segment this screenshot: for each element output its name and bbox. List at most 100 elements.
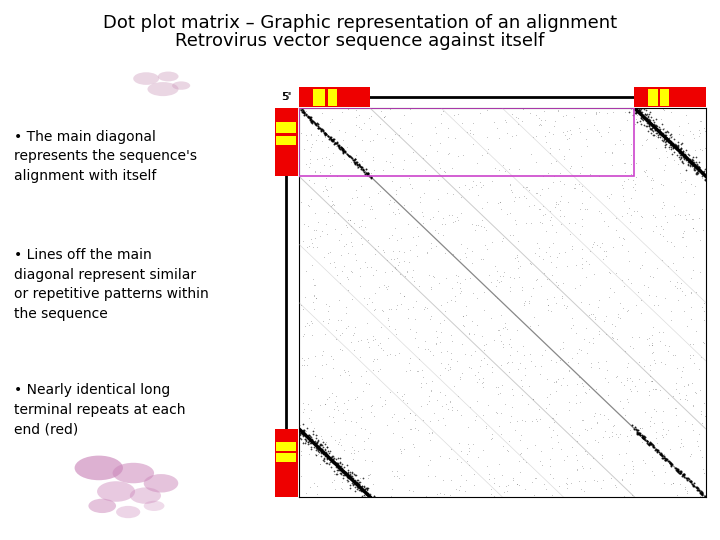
Point <box>335 483 346 492</box>
Point <box>449 297 461 306</box>
Point <box>664 459 675 468</box>
Point <box>356 487 367 495</box>
Point <box>323 460 335 468</box>
Point <box>662 153 673 161</box>
Point <box>319 129 330 137</box>
Point <box>450 292 462 301</box>
Point <box>696 205 708 213</box>
Point <box>614 126 626 135</box>
Point <box>689 388 701 396</box>
Point <box>406 272 418 281</box>
Point <box>668 242 680 251</box>
Point <box>413 282 424 291</box>
Bar <box>276 136 297 145</box>
Point <box>392 205 404 213</box>
Point <box>672 143 684 151</box>
Point <box>695 410 706 418</box>
Point <box>463 329 474 338</box>
Point <box>410 156 422 165</box>
Point <box>351 476 363 484</box>
Point <box>519 417 531 426</box>
Point <box>443 366 454 374</box>
Point <box>564 164 576 172</box>
Point <box>337 145 348 154</box>
Point <box>356 492 368 501</box>
Bar <box>275 429 297 497</box>
Point <box>472 221 484 230</box>
Point <box>466 183 477 191</box>
Point <box>655 451 667 460</box>
Point <box>678 154 690 163</box>
Point <box>417 416 428 424</box>
Point <box>394 247 405 256</box>
Point <box>699 165 711 173</box>
Point <box>334 465 346 474</box>
Point <box>631 158 642 167</box>
Point <box>294 430 306 438</box>
Point <box>332 141 343 150</box>
Point <box>544 275 555 284</box>
Point <box>359 491 371 500</box>
Point <box>633 105 644 114</box>
Point <box>624 426 636 434</box>
Point <box>381 350 392 359</box>
Point <box>482 401 494 409</box>
Point <box>424 314 436 323</box>
Point <box>570 261 581 269</box>
Point <box>405 424 416 433</box>
Point <box>552 200 564 208</box>
Point <box>446 284 457 293</box>
Point <box>474 109 486 117</box>
Point <box>302 400 314 408</box>
Point <box>347 476 359 484</box>
Point <box>694 488 706 496</box>
Point <box>324 133 336 141</box>
Point <box>639 113 651 122</box>
Point <box>377 246 389 254</box>
Point <box>618 282 630 291</box>
Point <box>549 122 560 130</box>
Point <box>432 147 444 156</box>
Point <box>675 144 687 152</box>
Point <box>492 293 503 302</box>
Point <box>633 429 644 438</box>
Point <box>577 214 588 223</box>
Point <box>531 276 542 285</box>
Point <box>361 490 373 499</box>
Point <box>332 458 343 467</box>
Point <box>388 410 400 418</box>
Point <box>403 359 415 367</box>
Point <box>327 134 338 143</box>
Point <box>330 458 342 467</box>
Point <box>434 138 446 147</box>
Point <box>507 358 518 367</box>
Point <box>679 482 690 491</box>
Point <box>655 221 667 230</box>
Point <box>564 126 576 135</box>
Point <box>487 363 498 372</box>
Point <box>485 489 497 498</box>
Point <box>432 207 444 215</box>
Point <box>392 236 403 245</box>
Point <box>541 275 552 284</box>
Point <box>305 195 317 204</box>
Point <box>390 325 401 334</box>
Point <box>670 410 682 419</box>
Point <box>294 429 306 437</box>
Point <box>299 293 310 301</box>
Point <box>334 453 346 462</box>
Point <box>659 293 670 302</box>
Point <box>326 197 338 205</box>
Point <box>410 296 421 305</box>
Point <box>567 241 578 250</box>
Point <box>673 469 685 477</box>
Point <box>525 149 536 158</box>
Point <box>633 332 644 341</box>
Point <box>303 176 315 184</box>
Point <box>360 484 372 492</box>
Point <box>529 361 541 370</box>
Point <box>350 186 361 194</box>
Point <box>307 118 319 127</box>
Point <box>654 126 665 134</box>
Point <box>650 144 662 152</box>
